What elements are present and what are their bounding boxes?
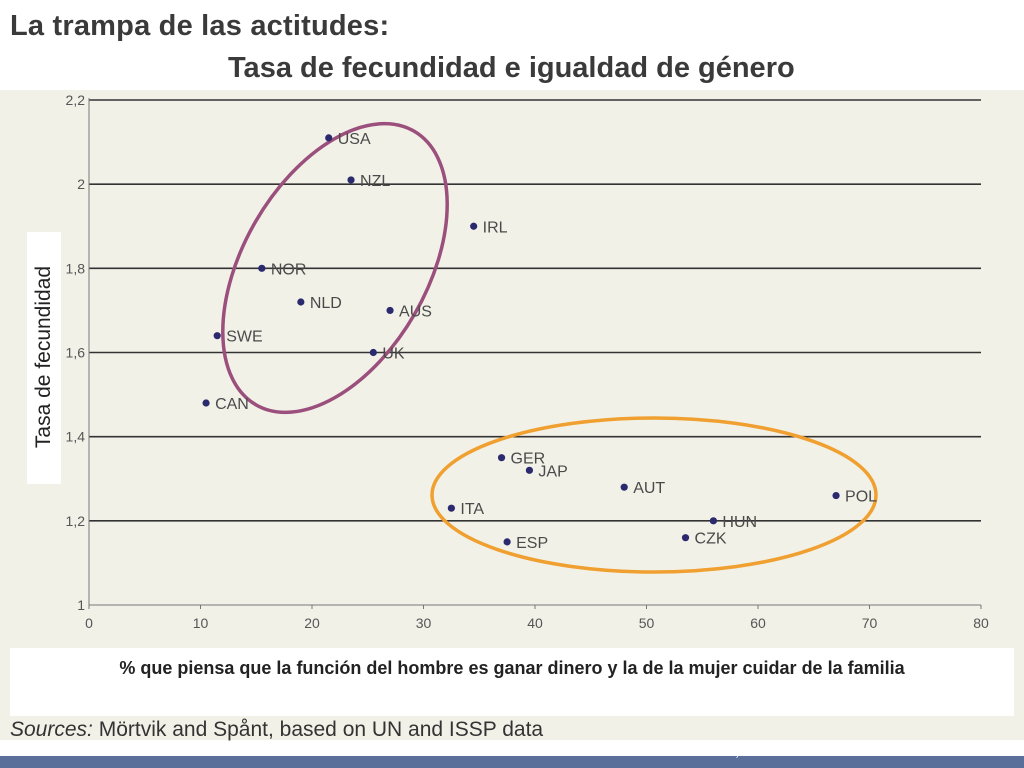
data-point <box>369 348 377 357</box>
x-tick-label: 30 <box>416 615 432 631</box>
x-tick-label: 50 <box>639 615 655 631</box>
data-point <box>447 504 455 512</box>
data-point-label: CZK <box>695 531 727 548</box>
data-point-label: NOR <box>271 261 307 278</box>
data-point <box>709 517 718 525</box>
data-point-label: AUS <box>399 303 432 320</box>
data-point-label: NZL <box>360 173 390 190</box>
x-tick-label: 10 <box>193 615 209 631</box>
y-tick-label: 1,8 <box>66 260 86 276</box>
data-point-label: USA <box>338 131 371 148</box>
data-point <box>497 454 506 462</box>
y-tick-label: 1,4 <box>66 429 86 445</box>
x-axis-label: % que piensa que la función del hombre e… <box>119 658 905 678</box>
x-tick-label: 70 <box>862 615 878 631</box>
data-point <box>503 538 511 546</box>
data-point <box>325 134 333 142</box>
data-point-label: POL <box>845 489 877 506</box>
data-point-label: IRL <box>483 219 508 236</box>
data-point <box>297 298 305 306</box>
data-point <box>213 332 221 340</box>
y-tick-label: 1 <box>77 597 85 613</box>
data-point-label: ITA <box>460 501 484 518</box>
data-point <box>470 222 478 230</box>
data-point-label: GER <box>511 451 546 468</box>
y-axis-label: Tasa de fecundidad <box>32 265 55 449</box>
data-point <box>620 483 628 491</box>
x-tick-label: 40 <box>527 615 543 631</box>
y-tick-label: 2,2 <box>66 92 86 108</box>
y-tick-label: 1,2 <box>66 513 86 529</box>
data-point-label: HUN <box>722 514 757 531</box>
sources-text: Mörtvik and Spånt, based on UN and ISSP … <box>98 718 544 741</box>
x-tick-label: 20 <box>304 615 320 631</box>
data-point <box>386 306 394 315</box>
data-point <box>347 176 355 184</box>
data-point-label: ESP <box>516 535 548 552</box>
data-point-label: SWE <box>226 329 262 346</box>
x-axis-label-box <box>10 648 1014 716</box>
y-tick-label: 2 <box>77 176 85 192</box>
chart-panel: 1 1,2 1,4 1,6 1,8 2 2,2 0 10 20 30 40 50 60 70 80 USA NZL… <box>0 90 1024 740</box>
x-tick-label: 80 <box>973 615 989 631</box>
y-axis-label-box <box>27 232 61 484</box>
data-point-label: CAN <box>215 396 249 413</box>
data-point-label: NLD <box>310 295 342 312</box>
x-tick-label: 0 <box>85 615 93 631</box>
data-point <box>832 491 840 500</box>
data-point-label: AUT <box>633 480 665 497</box>
cluster-ellipse-orange <box>430 416 878 574</box>
x-tick-label: 60 <box>750 615 766 631</box>
y-tick-label: 1,6 <box>66 345 86 361</box>
slide-title: La trampa de las actitudes: <box>10 10 390 42</box>
data-point-label: JAP <box>538 463 567 480</box>
footer-author: Gloria Alarcón García; UMU <box>620 744 773 759</box>
scatter-chart: 1 1,2 1,4 1,6 1,8 2 2,2 0 10 20 30 40 50 60 70 80 USA NZL… <box>66 92 989 631</box>
sources-note: Sources: Mörtvik and Spånt, based on UN … <box>10 718 543 742</box>
footer-bar <box>0 756 1024 768</box>
data-point <box>681 534 690 542</box>
data-point-label: UK <box>382 346 405 363</box>
sources-label: Sources: <box>10 718 93 741</box>
data-point <box>258 264 266 272</box>
data-point <box>525 466 534 474</box>
slide-subtitle: Tasa de fecundidad e igualdad de género <box>228 52 795 84</box>
data-point <box>202 399 210 407</box>
